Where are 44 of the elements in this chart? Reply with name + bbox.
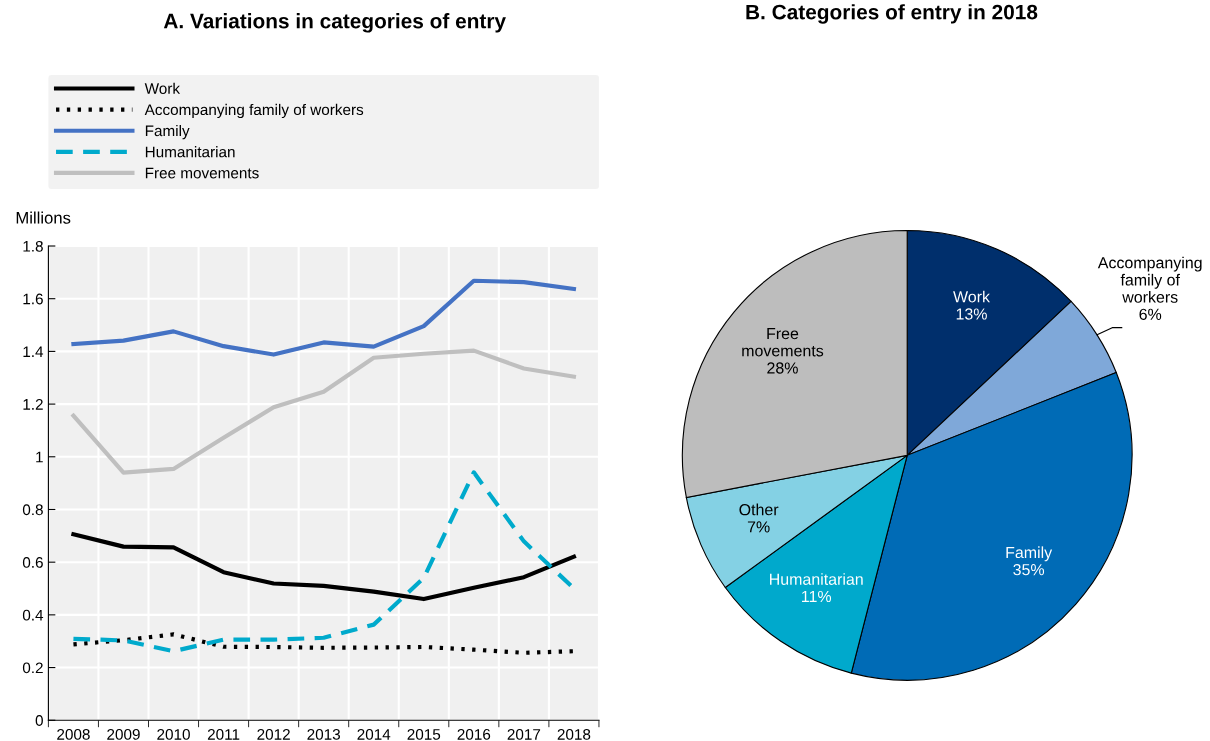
slice-label: Work (953, 290, 991, 303)
slice-label: Accompanying family of workers (1097, 256, 1202, 303)
chart-title: B. Categories of entry in 2018 (746, 4, 1038, 24)
y-tick-label: 0.2 (22, 662, 43, 674)
x-tick-label: 2014 (357, 728, 391, 740)
x-tick-label: 2017 (507, 728, 541, 740)
line-series (71, 348, 577, 475)
data-label: 6% (1139, 308, 1162, 320)
y-tick-label: 0 (35, 715, 43, 726)
legend-label: Free movements (145, 167, 259, 179)
x-tick-label: 2010 (157, 728, 190, 740)
legend-label: Accompanying family of workers (144, 103, 364, 119)
y-axis-title: Millions (16, 211, 71, 224)
slice-label: Humanitarian (770, 573, 863, 585)
slice-label: Other (739, 503, 779, 516)
x-tick-label: 2009 (107, 728, 140, 740)
chart-title: A. Variations in categories of entry (163, 13, 506, 33)
y-tick-label: 0.6 (22, 557, 43, 568)
slice-label: Free movements (742, 328, 824, 357)
data-label: 13% (956, 308, 987, 320)
line-series (71, 532, 577, 602)
x-tick-label: 2011 (207, 728, 240, 740)
data-label: 28% (767, 362, 798, 374)
data-label: 35% (1013, 563, 1045, 576)
data-label: 7% (747, 521, 770, 533)
y-tick-label: 0.8 (22, 504, 43, 516)
y-tick-label: 1.8 (23, 240, 43, 252)
legend-label: Work (144, 82, 181, 94)
line-series (71, 278, 577, 357)
x-tick-label: 2015 (407, 728, 441, 740)
x-tick-label: 2013 (307, 728, 340, 740)
x-tick-label: 2018 (557, 728, 591, 740)
data-label: 11% (802, 590, 832, 603)
y-tick-label: 0.4 (22, 609, 44, 621)
y-tick-label: 1.4 (23, 346, 44, 357)
x-tick-label: 2008 (57, 728, 90, 740)
y-tick-label: 1 (36, 451, 43, 463)
y-tick-label: 1.2 (23, 398, 43, 410)
x-tick-label: 2012 (257, 728, 290, 740)
x-tick-label: 2016 (457, 728, 491, 740)
legend-label: Humanitarian (145, 146, 235, 158)
legend-label: Family (145, 124, 190, 140)
slice-label: Family (1006, 546, 1053, 562)
y-tick-label: 1.6 (23, 293, 43, 305)
